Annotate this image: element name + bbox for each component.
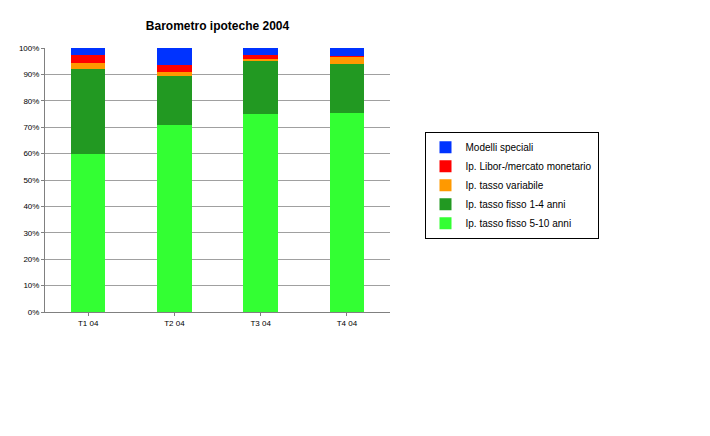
- svg-text:80%: 80%: [23, 97, 39, 106]
- svg-text:Ip. tasso fisso 5-10 anni: Ip. tasso fisso 5-10 anni: [466, 218, 572, 229]
- svg-text:T3 04: T3 04: [250, 319, 271, 328]
- svg-text:Ip. tasso variabile: Ip. tasso variabile: [466, 180, 544, 191]
- svg-text:Ip. tasso fisso 1-4 anni: Ip. tasso fisso 1-4 anni: [466, 199, 566, 210]
- svg-text:100%: 100%: [19, 44, 39, 53]
- svg-text:70%: 70%: [23, 123, 39, 132]
- svg-text:20%: 20%: [23, 255, 39, 264]
- svg-text:30%: 30%: [23, 229, 39, 238]
- svg-text:Modelli speciali: Modelli speciali: [466, 142, 534, 153]
- svg-text:Barometro ipoteche 2004: Barometro ipoteche 2004: [146, 19, 290, 33]
- svg-text:T2 04: T2 04: [164, 319, 185, 328]
- svg-text:Ip. Libor-/mercato monetario: Ip. Libor-/mercato monetario: [466, 161, 592, 172]
- svg-text:T4 04: T4 04: [337, 319, 358, 328]
- svg-text:40%: 40%: [23, 202, 39, 211]
- svg-text:90%: 90%: [23, 70, 39, 79]
- svg-text:0%: 0%: [28, 308, 40, 317]
- svg-text:10%: 10%: [23, 281, 39, 290]
- svg-text:60%: 60%: [23, 149, 39, 158]
- svg-text:50%: 50%: [23, 176, 39, 185]
- svg-text:T1 04: T1 04: [78, 319, 99, 328]
